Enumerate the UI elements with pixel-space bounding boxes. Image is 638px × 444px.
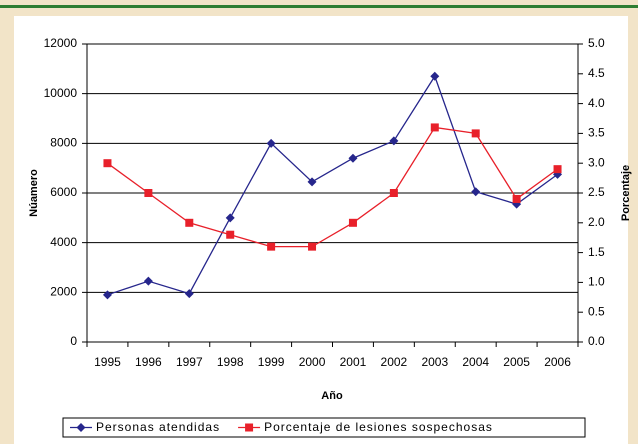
y-tick-label: 0 <box>70 334 77 348</box>
y-tick-label: 6000 <box>50 185 77 199</box>
x-tick-label: 2005 <box>503 355 530 369</box>
point <box>348 153 358 163</box>
point <box>266 138 276 148</box>
legend-label: Porcentaje de lesiones sospechosas <box>264 420 493 434</box>
point <box>430 71 440 81</box>
y-tick-label: 2000 <box>50 285 77 299</box>
x-axis-label: Año <box>321 390 343 402</box>
x-tick-label: 2004 <box>462 355 489 369</box>
point <box>144 189 153 197</box>
y-tick-label: 8000 <box>50 136 77 150</box>
y2-tick-label: 3.0 <box>588 155 605 169</box>
point <box>143 276 153 286</box>
y-tick-label: 4000 <box>50 235 77 249</box>
point <box>512 194 521 203</box>
y2-tick-label: 1.5 <box>588 245 605 259</box>
point <box>389 136 399 146</box>
x-tick-label: 2001 <box>340 355 367 369</box>
y2-axis-label: Porcentaje <box>620 165 632 221</box>
point <box>389 189 398 197</box>
point <box>185 218 194 227</box>
series-line <box>107 126 558 248</box>
point <box>308 242 317 251</box>
point <box>226 230 235 239</box>
point <box>76 423 86 432</box>
y2-tick-label: 4.0 <box>588 96 605 110</box>
y-axis-label: Núamero <box>28 169 40 217</box>
point <box>430 123 439 132</box>
point <box>348 218 357 227</box>
x-tick-label: 1999 <box>258 355 285 369</box>
point <box>471 187 481 197</box>
x-tick-label: 2000 <box>299 355 326 369</box>
top-rule <box>0 5 638 8</box>
point <box>267 242 276 251</box>
x-tick-label: 2006 <box>544 355 571 369</box>
point <box>103 159 112 168</box>
y-tick-label: 10000 <box>44 86 78 100</box>
chart-panel <box>14 16 628 444</box>
point <box>102 290 112 300</box>
x-tick-label: 1997 <box>176 355 203 369</box>
point <box>553 165 562 174</box>
point <box>225 213 235 223</box>
series-line <box>107 74 558 296</box>
y2-tick-label: 4.5 <box>588 66 605 80</box>
x-tick-label: 2003 <box>421 355 448 369</box>
x-tick-label: 1995 <box>94 355 121 369</box>
y2-tick-label: 5.0 <box>588 36 605 50</box>
y-tick-label: 12000 <box>44 36 78 50</box>
legend-box <box>62 417 586 438</box>
y2-tick-label: 2.0 <box>588 215 605 229</box>
point <box>184 289 194 299</box>
y2-tick-label: 0.0 <box>588 334 605 348</box>
y2-tick-label: 1.0 <box>588 275 605 289</box>
y2-tick-label: 2.5 <box>588 185 605 199</box>
point <box>245 423 254 432</box>
y2-tick-label: 0.5 <box>588 304 605 318</box>
x-tick-label: 1996 <box>135 355 162 369</box>
x-tick-label: 2002 <box>381 355 408 369</box>
y2-tick-label: 3.5 <box>588 126 605 140</box>
x-tick-label: 1998 <box>217 355 244 369</box>
legend-label: Personas atendidas <box>96 420 220 434</box>
point <box>307 177 317 187</box>
point <box>471 129 480 138</box>
